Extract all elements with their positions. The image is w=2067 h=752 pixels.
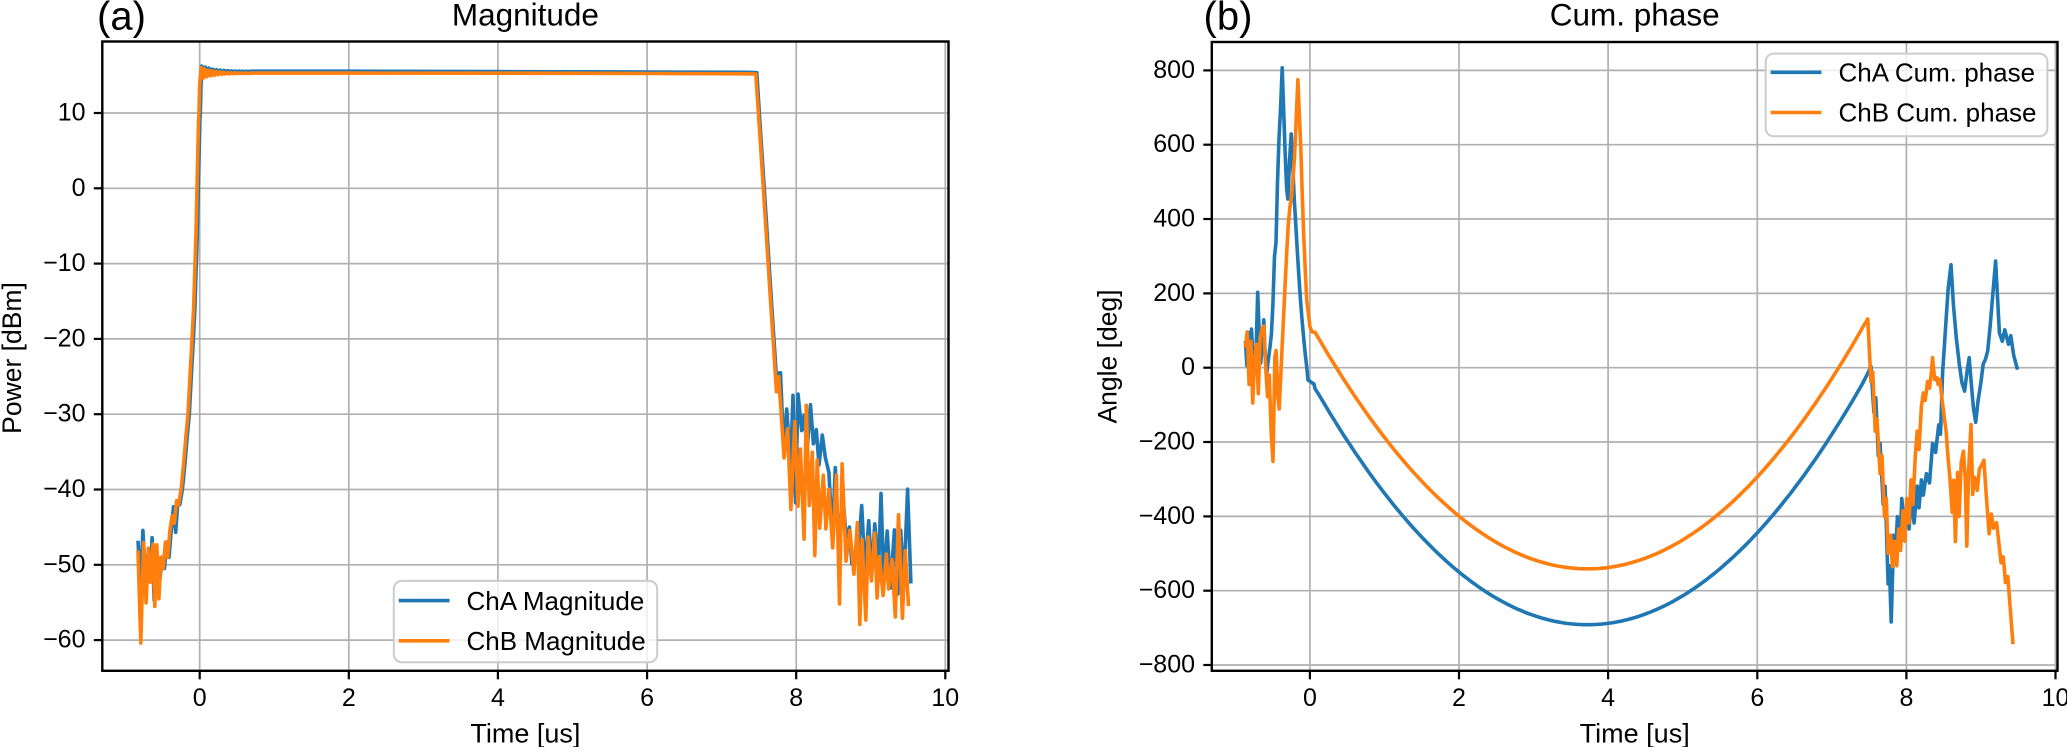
svg-text:0: 0 (193, 684, 207, 712)
svg-text:6: 6 (1750, 684, 1764, 712)
svg-text:−10: −10 (43, 249, 85, 277)
svg-text:10: 10 (931, 684, 959, 712)
svg-text:800: 800 (1153, 56, 1195, 84)
svg-text:−60: −60 (43, 626, 85, 654)
svg-text:−30: −30 (43, 400, 85, 428)
svg-text:−200: −200 (1139, 428, 1195, 456)
svg-text:(a): (a) (97, 0, 146, 39)
svg-text:4: 4 (1601, 684, 1615, 712)
svg-text:−400: −400 (1139, 502, 1195, 530)
svg-text:4: 4 (491, 684, 505, 712)
svg-text:−20: −20 (43, 324, 85, 352)
svg-text:400: 400 (1153, 205, 1195, 233)
svg-text:2: 2 (1452, 684, 1466, 712)
svg-text:0: 0 (1181, 353, 1195, 381)
svg-text:10: 10 (2042, 684, 2067, 712)
svg-text:8: 8 (789, 684, 803, 712)
svg-text:200: 200 (1153, 279, 1195, 307)
svg-text:ChA Cum. phase: ChA Cum. phase (1839, 58, 2036, 88)
svg-text:6: 6 (640, 684, 654, 712)
svg-text:2: 2 (342, 684, 356, 712)
svg-text:ChA Magnitude: ChA Magnitude (467, 586, 645, 616)
svg-text:0: 0 (1303, 684, 1317, 712)
svg-text:−800: −800 (1139, 651, 1195, 679)
svg-text:Cum. phase: Cum. phase (1550, 0, 1720, 33)
svg-text:Angle [deg]: Angle [deg] (1093, 289, 1123, 423)
svg-text:−40: −40 (43, 475, 85, 503)
svg-text:−600: −600 (1139, 576, 1195, 604)
svg-text:ChB Magnitude: ChB Magnitude (467, 626, 646, 656)
svg-text:600: 600 (1153, 130, 1195, 158)
svg-text:8: 8 (1899, 684, 1913, 712)
svg-text:Power [dBm]: Power [dBm] (0, 282, 27, 434)
svg-text:Magnitude: Magnitude (452, 0, 599, 33)
svg-text:0: 0 (72, 174, 86, 202)
svg-text:−50: −50 (43, 550, 85, 578)
svg-text:ChB Cum. phase: ChB Cum. phase (1839, 98, 2037, 128)
svg-text:(b): (b) (1204, 0, 1253, 39)
svg-text:10: 10 (58, 99, 86, 127)
svg-text:Time [us]: Time [us] (1580, 719, 1690, 748)
svg-text:Time [us]: Time [us] (470, 719, 580, 748)
